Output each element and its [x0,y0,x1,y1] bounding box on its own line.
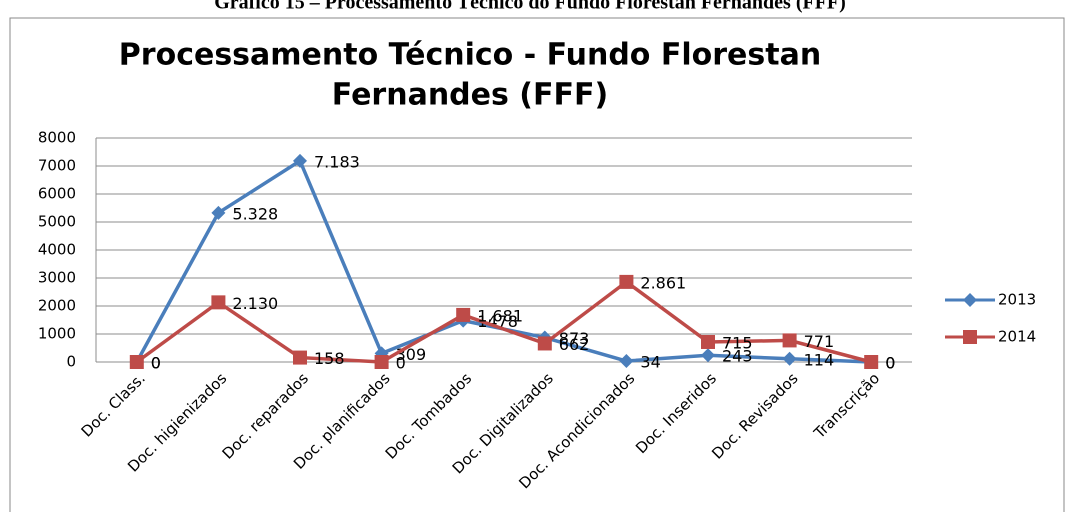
data-label: 243 [722,347,753,366]
data-point [782,333,797,348]
data-label: 0 [151,354,161,373]
legend-marker [963,330,977,344]
data-label: 873 [559,329,590,348]
y-tick-label: 4000 [38,241,76,259]
y-tick-label: 5000 [38,213,76,231]
data-point [129,355,144,369]
data-label: 771 [804,332,835,351]
data-label: 0 [151,354,161,373]
data-label: 0 [396,354,406,373]
chart-title: Processamento Técnico - Fundo Florestan [119,38,821,73]
chart-title: Fernandes (FFF) [332,78,608,113]
data-point [293,153,307,168]
caption: Gráfico 15 – Processamento Técnico do Fu… [214,0,846,14]
legend-label: 2013 [998,291,1036,309]
y-tick-label: 1000 [38,325,76,343]
data-point [619,354,634,369]
data-point [537,336,552,351]
y-tick-label: 2000 [38,297,76,315]
data-label: 662 [559,335,590,354]
data-point [701,348,715,363]
y-tick-label: 8000 [38,129,76,147]
x-tick-label: Doc. Revisados [708,369,802,463]
data-label: 158 [314,349,345,368]
data-point [782,351,797,366]
data-point [374,355,389,369]
data-point [619,274,634,289]
data-label: 1478 [477,312,518,331]
data-label: 1.681 [477,306,523,325]
data-point [211,205,226,220]
data-label: 2.861 [640,273,686,292]
data-label: 715 [722,333,753,352]
data-label: 7.183 [314,152,360,171]
data-point [293,350,307,365]
data-label: 114 [804,350,835,369]
data-label: 34 [640,353,660,372]
legend-label: 2014 [998,328,1036,346]
x-tick-label: Doc. reparados [219,369,313,463]
x-tick-label: Doc. Inseridos [632,369,720,457]
data-point [864,355,879,369]
legend-marker [963,293,977,307]
data-point [456,307,471,322]
y-tick-label: 0 [66,353,76,371]
data-point [701,334,715,349]
data-label: 0 [885,354,895,373]
data-label: 5.328 [232,204,278,223]
series-line [135,158,872,364]
y-tick-label: 6000 [38,185,76,203]
y-tick-label: 3000 [38,269,76,287]
x-tick-label: Doc. Class. [78,369,149,440]
chart-border [9,17,1065,516]
x-tick-label: Doc. Tombados [382,369,476,463]
data-point [211,295,226,310]
data-label: 2.130 [232,294,278,313]
series-line [135,279,872,364]
y-tick-label: 7000 [38,157,76,175]
data-label: 0 [885,354,895,373]
x-tick-label: Transcrição [810,369,883,442]
